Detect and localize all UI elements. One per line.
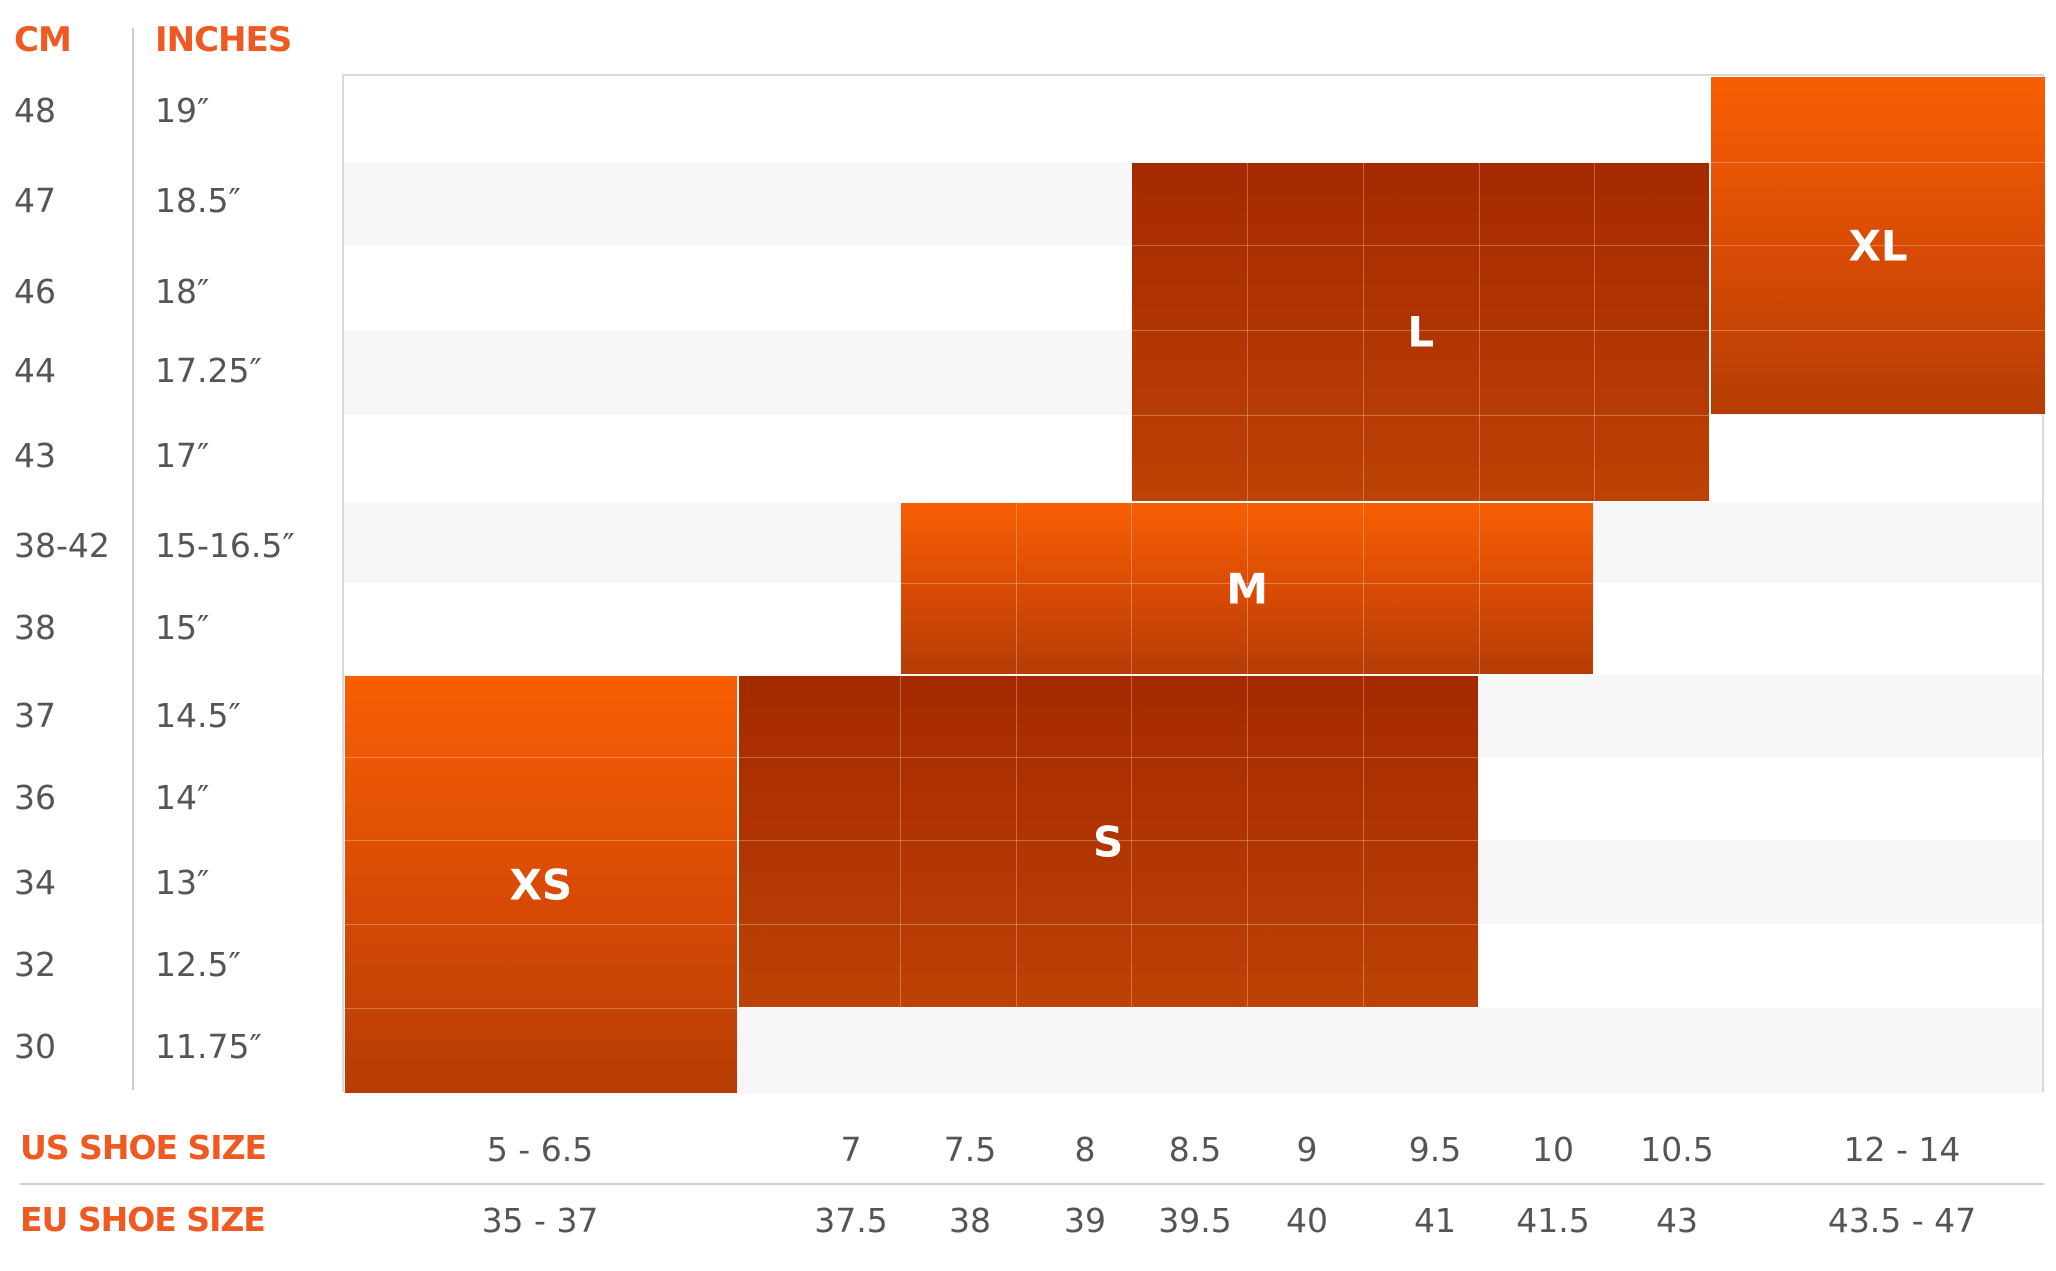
zone-gridline (345, 840, 737, 841)
eu-shoe-size: 41 (1414, 1201, 1456, 1240)
us-shoe-size: 7 (840, 1130, 862, 1169)
us-shoe-size: 10.5 (1640, 1130, 1714, 1169)
zone-gridline (1131, 676, 1133, 1007)
cm-value: 47 (14, 181, 56, 220)
us-shoe-size: 12 - 14 (1843, 1130, 1961, 1169)
zone-gridline (1594, 163, 1596, 501)
cm-value: 32 (14, 945, 56, 984)
cm-value: 34 (14, 863, 56, 902)
size-zone-s: S (738, 676, 1478, 1007)
size-label: L (1407, 307, 1435, 357)
eu-shoe-size: 43.5 - 47 (1827, 1201, 1977, 1240)
zone-gridline (738, 924, 1478, 925)
inches-value: 18.5″ (155, 181, 241, 220)
eu-shoe-size: 43 (1656, 1201, 1698, 1240)
inches-value: 14.5″ (155, 696, 241, 735)
size-zone-xs: XS (345, 676, 737, 1093)
zone-gridline (1132, 415, 1710, 416)
zone-gridline (1478, 503, 1480, 674)
zone-gridline (1362, 163, 1364, 501)
inches-value: 13″ (155, 863, 210, 902)
size-zone-xl: XL (1711, 77, 2045, 414)
zone-gridline (1131, 503, 1133, 674)
us-shoe-size: 7.5 (943, 1130, 997, 1169)
inches-value: 19″ (155, 91, 210, 130)
us-shoe-size: 8.5 (1168, 1130, 1222, 1169)
cm-value: 48 (14, 91, 56, 130)
size-grid: XS S M L XL (342, 74, 2045, 1094)
zone-gridline (1015, 676, 1017, 1007)
eu-shoe-size-header: EU SHOE SIZE (20, 1200, 266, 1239)
size-zone-m: M (900, 503, 1594, 674)
cm-value: 46 (14, 272, 56, 311)
us-shoe-size: 9.5 (1408, 1130, 1462, 1169)
eu-shoe-size: 39 (1064, 1201, 1106, 1240)
zone-gridline (1711, 330, 2045, 331)
size-label: M (1226, 564, 1268, 613)
zone-gridline (1132, 330, 1710, 331)
inches-value: 15″ (155, 608, 210, 647)
cm-value: 36 (14, 778, 56, 817)
us-shoe-size: 8 (1074, 1130, 1096, 1169)
inches-value: 14″ (155, 778, 210, 817)
zone-gridline (738, 757, 1478, 758)
eu-shoe-size: 35 - 37 (481, 1201, 599, 1240)
zone-gridline (1247, 676, 1249, 1007)
size-label: S (1093, 817, 1124, 866)
zone-gridline (1247, 503, 1249, 674)
cm-value: 37 (14, 696, 56, 735)
column-divider (132, 28, 134, 1090)
cm-header: CM (14, 20, 72, 60)
zone-gridline (345, 757, 737, 758)
us-shoe-size: 5 - 6.5 (486, 1130, 594, 1169)
inches-value: 17.25″ (155, 351, 262, 390)
zone-gridline (345, 1008, 737, 1009)
zone-gridline (1362, 676, 1364, 1007)
size-label: XS (509, 860, 573, 909)
size-label: XL (1848, 221, 1908, 270)
us-shoe-size-header: US SHOE SIZE (20, 1128, 267, 1167)
us-shoe-size: 9 (1296, 1130, 1318, 1169)
zone-gridline (1362, 503, 1364, 674)
eu-shoe-size: 37.5 (814, 1201, 888, 1240)
eu-shoe-size: 38 (949, 1201, 991, 1240)
zone-gridline (1132, 245, 1710, 246)
zone-gridline (1478, 163, 1480, 501)
zone-gridline (738, 840, 1478, 841)
inches-value: 11.75″ (155, 1027, 262, 1066)
zone-gridline (345, 924, 737, 925)
size-zone-l: L (1132, 163, 1710, 501)
us-shoe-size: 10 (1532, 1130, 1574, 1169)
shoe-size-divider (20, 1183, 2044, 1185)
zone-gridline (1711, 162, 2045, 163)
eu-shoe-size: 41.5 (1516, 1201, 1590, 1240)
zone-gridline (899, 676, 901, 1007)
cm-value: 38-42 (14, 526, 110, 565)
zone-gridline (1015, 503, 1017, 674)
inches-header: INCHES (155, 20, 292, 60)
zone-gridline (900, 583, 1594, 584)
inches-value: 15-16.5″ (155, 526, 295, 565)
zone-gridline (1711, 245, 2045, 246)
zone-gridline (1247, 163, 1249, 501)
eu-shoe-size: 40 (1286, 1201, 1328, 1240)
cm-value: 38 (14, 608, 56, 647)
cm-value: 44 (14, 351, 56, 390)
eu-shoe-size: 39.5 (1158, 1201, 1232, 1240)
cm-value: 30 (14, 1027, 56, 1066)
cm-value: 43 (14, 436, 56, 475)
inches-value: 12.5″ (155, 945, 241, 984)
inches-value: 18″ (155, 272, 210, 311)
inches-value: 17″ (155, 436, 210, 475)
